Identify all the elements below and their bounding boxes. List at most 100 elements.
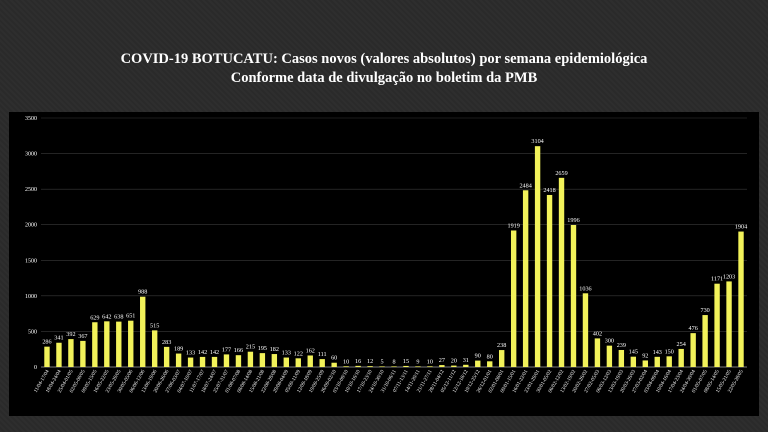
bar bbox=[487, 361, 493, 367]
y-tick-label: 3500 bbox=[25, 116, 37, 122]
bar bbox=[295, 358, 301, 367]
data-label: 3104 bbox=[531, 138, 543, 145]
data-label: 638 bbox=[114, 314, 123, 321]
data-label: 10 bbox=[343, 358, 349, 365]
data-label: 15 bbox=[403, 358, 409, 365]
bar bbox=[80, 340, 86, 367]
data-label: 111 bbox=[318, 351, 327, 358]
bar bbox=[331, 362, 337, 367]
y-tick-label: 1000 bbox=[25, 294, 37, 300]
bar bbox=[259, 353, 266, 367]
bar bbox=[307, 355, 313, 367]
bar bbox=[247, 351, 254, 367]
y-tick-label: 3000 bbox=[25, 152, 37, 158]
bar bbox=[403, 365, 409, 367]
data-label: 1036 bbox=[579, 285, 591, 292]
bar bbox=[702, 315, 708, 367]
data-label: 142 bbox=[198, 349, 207, 356]
bar bbox=[199, 356, 206, 367]
data-label: 1996 bbox=[567, 217, 579, 224]
data-label: 177 bbox=[222, 346, 231, 353]
data-label: 283 bbox=[162, 339, 171, 346]
bar bbox=[570, 224, 577, 367]
data-label: 1904 bbox=[735, 224, 747, 231]
bar bbox=[606, 345, 613, 367]
data-label: 133 bbox=[282, 350, 291, 357]
data-label: 254 bbox=[677, 341, 686, 348]
bar bbox=[726, 281, 732, 367]
bar bbox=[618, 349, 625, 367]
data-label: 2484 bbox=[519, 182, 531, 189]
data-label: 166 bbox=[234, 347, 243, 354]
bar bbox=[678, 348, 684, 367]
data-label: 9 bbox=[416, 358, 419, 365]
data-label: 392 bbox=[66, 331, 75, 338]
data-label: 2659 bbox=[555, 170, 567, 177]
bar bbox=[463, 364, 469, 367]
data-label: 215 bbox=[246, 344, 255, 351]
bar bbox=[582, 293, 589, 367]
bar bbox=[116, 321, 122, 367]
y-tick-label: 0 bbox=[34, 365, 37, 371]
data-label: 367 bbox=[78, 333, 87, 340]
bar bbox=[546, 194, 553, 367]
bar bbox=[92, 322, 98, 367]
bar bbox=[151, 330, 158, 367]
data-label: 142 bbox=[210, 349, 219, 356]
data-label: 476 bbox=[689, 325, 698, 332]
bar bbox=[283, 357, 289, 367]
bar bbox=[451, 365, 457, 367]
data-label: 1171 bbox=[711, 276, 723, 283]
bar bbox=[44, 346, 50, 367]
bar bbox=[642, 360, 648, 367]
plot-area: 0 500 1000 1500 2000 2500 3000 3500 286 11/04-17/… bbox=[9, 112, 759, 416]
bar bbox=[56, 342, 62, 367]
bar bbox=[714, 283, 720, 367]
bar bbox=[522, 190, 529, 367]
data-label: 402 bbox=[593, 330, 602, 337]
data-label: 189 bbox=[174, 346, 183, 353]
bar bbox=[211, 356, 218, 367]
bar bbox=[499, 350, 505, 367]
data-label: 12 bbox=[367, 358, 373, 365]
bar bbox=[630, 356, 637, 367]
y-tick-label: 1500 bbox=[25, 258, 37, 264]
data-label: 629 bbox=[90, 314, 99, 321]
bar bbox=[68, 339, 74, 367]
data-label: 90 bbox=[475, 353, 481, 360]
bar bbox=[391, 366, 397, 367]
bar bbox=[355, 365, 361, 367]
data-label: 27 bbox=[439, 357, 445, 364]
bar bbox=[271, 354, 278, 367]
data-label: 341 bbox=[54, 335, 63, 342]
bar-chart: 050010001500200025003000350028611/04-17/… bbox=[25, 116, 747, 394]
data-label: 133 bbox=[186, 350, 195, 357]
data-label: 145 bbox=[629, 349, 638, 356]
bar bbox=[534, 146, 541, 367]
data-label: 80 bbox=[487, 353, 493, 360]
data-label: 515 bbox=[150, 322, 159, 329]
data-label: 988 bbox=[138, 289, 147, 296]
bar bbox=[163, 346, 170, 367]
bar bbox=[319, 359, 325, 367]
data-label: 8 bbox=[392, 358, 395, 365]
bar bbox=[427, 366, 433, 367]
y-tick-label: 500 bbox=[28, 329, 37, 335]
y-tick-label: 2000 bbox=[25, 223, 37, 229]
chart-subtitle: Conforme data de divulgação no boletim d… bbox=[230, 70, 538, 86]
data-label: 20 bbox=[451, 358, 457, 365]
data-label: 195 bbox=[258, 345, 267, 352]
bar bbox=[128, 320, 134, 367]
data-label: 16 bbox=[355, 358, 361, 365]
data-label: 92 bbox=[642, 352, 648, 359]
bar bbox=[104, 321, 110, 367]
bar bbox=[666, 356, 672, 367]
data-label: 10 bbox=[427, 358, 433, 365]
bar bbox=[738, 231, 744, 367]
y-tick-label: 2500 bbox=[25, 187, 37, 193]
data-label: 730 bbox=[700, 307, 709, 314]
data-label: 162 bbox=[306, 347, 315, 354]
data-label: 642 bbox=[102, 313, 111, 320]
bar bbox=[415, 366, 421, 367]
data-label: 651 bbox=[126, 313, 135, 320]
